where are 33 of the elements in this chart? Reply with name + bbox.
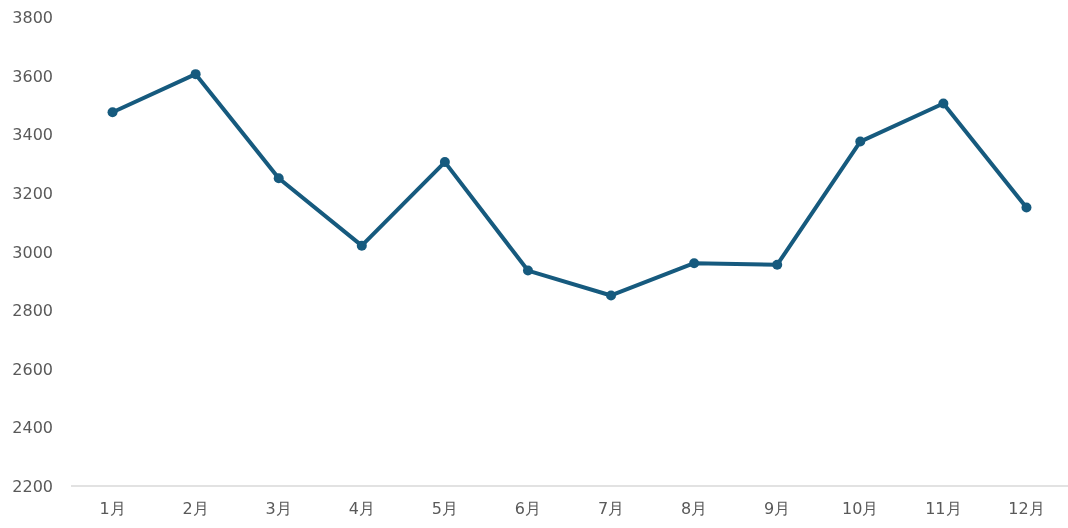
point [439, 157, 450, 168]
y-tick-label: 2600 [12, 359, 53, 379]
y-tick-label: 3800 [12, 8, 53, 27]
y-tick-label: 3000 [12, 242, 53, 262]
x-tick-label: 10月 [842, 499, 879, 518]
x-tick-label: 7月 [597, 499, 625, 518]
point [190, 69, 201, 80]
point [938, 98, 949, 109]
x-tick-label: 5月 [431, 499, 458, 518]
point [606, 290, 617, 301]
x-tick-label: 6月 [514, 499, 542, 518]
x-tick-label: 2月 [182, 499, 209, 518]
y-tick-label: 3600 [12, 66, 53, 86]
x-tick-label: 1月 [99, 499, 126, 518]
x-tick-label: 4月 [348, 499, 375, 518]
point [855, 136, 866, 147]
x-tick-label: 11月 [925, 499, 962, 518]
y-tick-label: 2800 [12, 301, 53, 321]
point [273, 173, 284, 184]
point [356, 240, 367, 251]
y-tick-label: 2400 [12, 418, 53, 438]
x-tick-label: 12月 [1008, 499, 1045, 518]
x-tick-label: 3月 [265, 499, 292, 518]
x-tick-label: 8月 [681, 499, 708, 518]
point [522, 265, 533, 276]
point [107, 107, 118, 118]
x-tick-label: 9月 [764, 499, 791, 518]
y-tick-label: 3400 [12, 125, 53, 145]
y-tick-label: 3200 [12, 183, 53, 203]
y-tick-label: 2200 [12, 477, 53, 496]
point [772, 259, 783, 270]
point [689, 258, 700, 269]
point [1021, 202, 1032, 213]
